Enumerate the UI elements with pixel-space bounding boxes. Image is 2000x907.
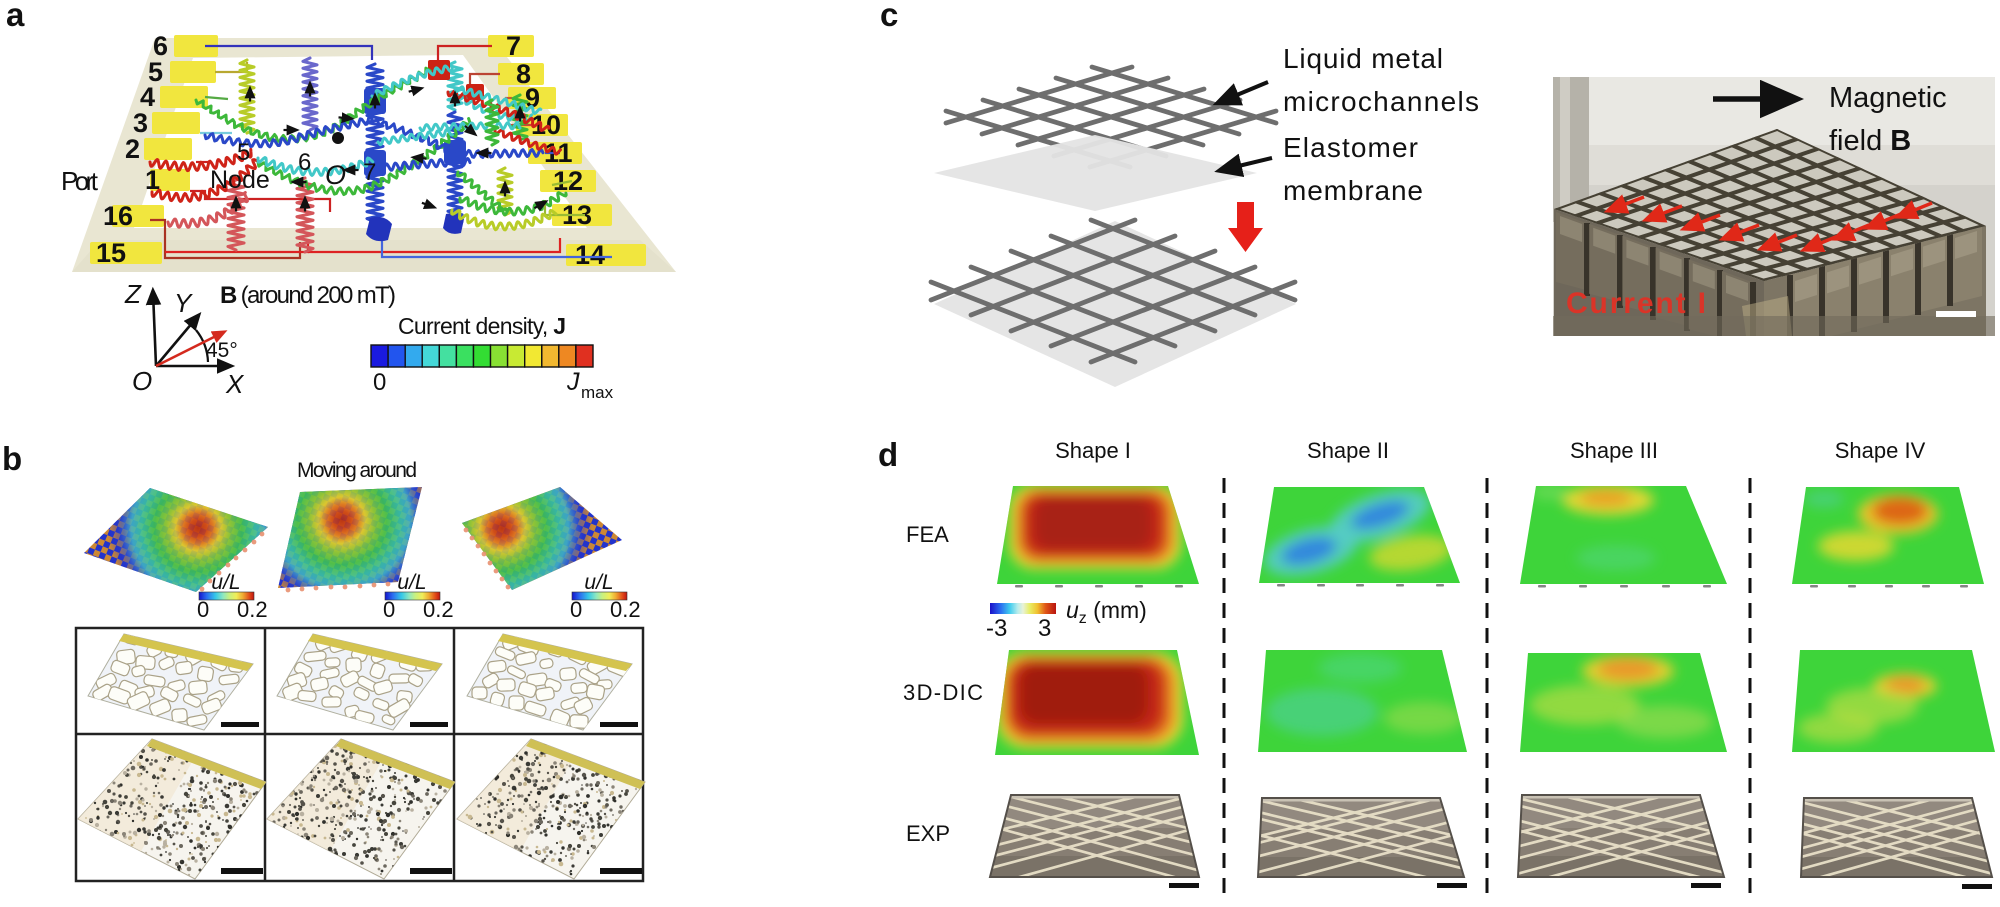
svg-text:Shape II: Shape II — [1307, 438, 1389, 463]
svg-text:Shape I: Shape I — [1055, 438, 1131, 463]
svg-text:u/L: u/L — [584, 571, 613, 594]
svg-text:5: 5 — [148, 57, 163, 87]
svg-text:O: O — [132, 366, 152, 396]
svg-text:-3: -3 — [986, 615, 1007, 642]
svg-text:a: a — [6, 0, 25, 33]
svg-text:Current I: Current I — [1566, 287, 1706, 320]
svg-text:X: X — [225, 369, 245, 399]
svg-text:Port: Port — [61, 166, 99, 196]
svg-text:d: d — [878, 436, 898, 473]
svg-text:45°: 45° — [206, 339, 238, 362]
svg-text:6: 6 — [153, 31, 168, 61]
svg-text:membrane: membrane — [1283, 175, 1423, 206]
svg-text:Current density, J: Current density, J — [398, 313, 566, 339]
svg-text:0.2: 0.2 — [610, 597, 641, 622]
svg-text:B (around 200 mT): B (around 200 mT) — [220, 282, 396, 309]
svg-text:9: 9 — [525, 83, 540, 113]
svg-text:7: 7 — [506, 31, 521, 61]
svg-text:0: 0 — [383, 597, 395, 622]
svg-text:c: c — [880, 0, 898, 33]
svg-text:3: 3 — [1038, 615, 1051, 642]
svg-text:2: 2 — [125, 134, 140, 164]
svg-text:3D-DIC: 3D-DIC — [903, 680, 983, 705]
svg-text:field B: field B — [1829, 125, 1911, 157]
svg-text:max: max — [581, 383, 614, 402]
svg-text:FEA: FEA — [906, 522, 949, 547]
svg-text:0: 0 — [373, 369, 386, 396]
svg-text:5: 5 — [237, 139, 250, 166]
svg-text:O: O — [325, 160, 346, 190]
svg-text:14: 14 — [575, 240, 605, 270]
svg-text:uz (mm): uz (mm) — [1066, 597, 1147, 627]
svg-text:1: 1 — [145, 165, 160, 195]
svg-text:Shape IV: Shape IV — [1835, 438, 1926, 463]
svg-text:EXP: EXP — [906, 821, 950, 846]
svg-text:u/L: u/L — [211, 571, 240, 594]
svg-text:Node: Node — [210, 166, 270, 194]
svg-text:Z: Z — [124, 279, 142, 309]
svg-text:Moving around: Moving around — [297, 459, 417, 482]
svg-text:u/L: u/L — [397, 571, 426, 594]
svg-text:Magnetic: Magnetic — [1829, 82, 1947, 114]
svg-text:7: 7 — [363, 159, 376, 186]
svg-text:Liquid metal: Liquid metal — [1283, 43, 1443, 74]
svg-text:b: b — [2, 440, 22, 477]
svg-text:J: J — [566, 368, 580, 396]
svg-text:3: 3 — [133, 108, 148, 138]
svg-text:0: 0 — [570, 597, 582, 622]
svg-text:Elastomer: Elastomer — [1283, 132, 1418, 163]
svg-text:0: 0 — [197, 597, 209, 622]
svg-text:microchannels: microchannels — [1283, 86, 1479, 117]
svg-text:16: 16 — [103, 201, 133, 231]
svg-text:4: 4 — [140, 82, 155, 112]
svg-text:Shape III: Shape III — [1570, 438, 1658, 463]
svg-text:6: 6 — [298, 149, 311, 176]
svg-text:8: 8 — [516, 59, 531, 89]
svg-text:0.2: 0.2 — [237, 597, 268, 622]
svg-text:0.2: 0.2 — [423, 597, 454, 622]
svg-text:Y: Y — [174, 288, 193, 318]
svg-text:15: 15 — [96, 238, 126, 268]
